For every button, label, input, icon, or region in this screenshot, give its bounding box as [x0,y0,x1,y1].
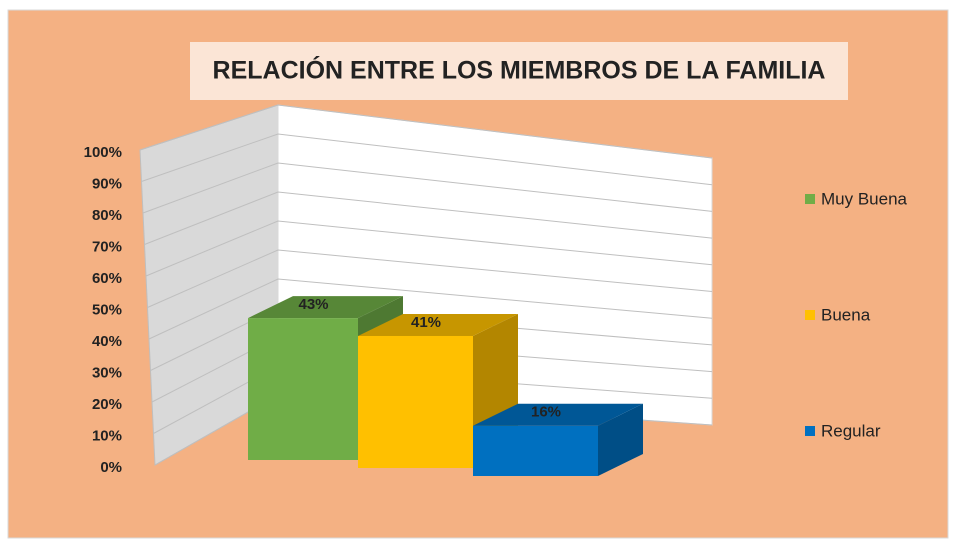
y-tick-label: 20% [92,396,122,413]
legend-label: Regular [821,421,881,440]
y-tick-label: 90% [92,175,122,192]
y-tick-label: 10% [92,427,122,444]
bar [358,335,473,468]
y-tick-label: 40% [92,333,122,350]
data-label: 43% [298,296,328,313]
chart-title: RELACIÓN ENTRE LOS MIEMBROS DE LA FAMILI… [213,55,826,85]
bar-top [358,313,518,336]
grid-line [141,133,713,186]
legend-label: Buena [821,305,871,324]
bar-side [598,403,643,476]
legend-label: Muy Buena [821,189,908,208]
legend-swatch [805,194,815,204]
grid-line [145,220,713,277]
title-box [190,42,848,100]
grid-line [148,278,713,340]
data-label: 41% [411,314,441,331]
legend-swatch [805,310,815,320]
y-tick-label: 30% [92,364,122,381]
bar [473,425,598,476]
grid-line [139,104,713,159]
y-tick-label: 0% [100,459,122,476]
y-tick-label: 50% [92,301,122,318]
grid-line [142,162,713,214]
y-tick-label: 70% [92,238,122,255]
y-tick-label: 100% [84,144,122,161]
bar-top [248,296,403,319]
y-tick-label: 80% [92,207,122,224]
grid-line [144,191,713,245]
data-label: 16% [531,404,561,421]
y-tick-label: 60% [92,270,122,287]
grid-line [147,249,713,308]
bar [248,318,358,460]
legend-swatch [805,426,815,436]
bar-top [473,403,643,426]
